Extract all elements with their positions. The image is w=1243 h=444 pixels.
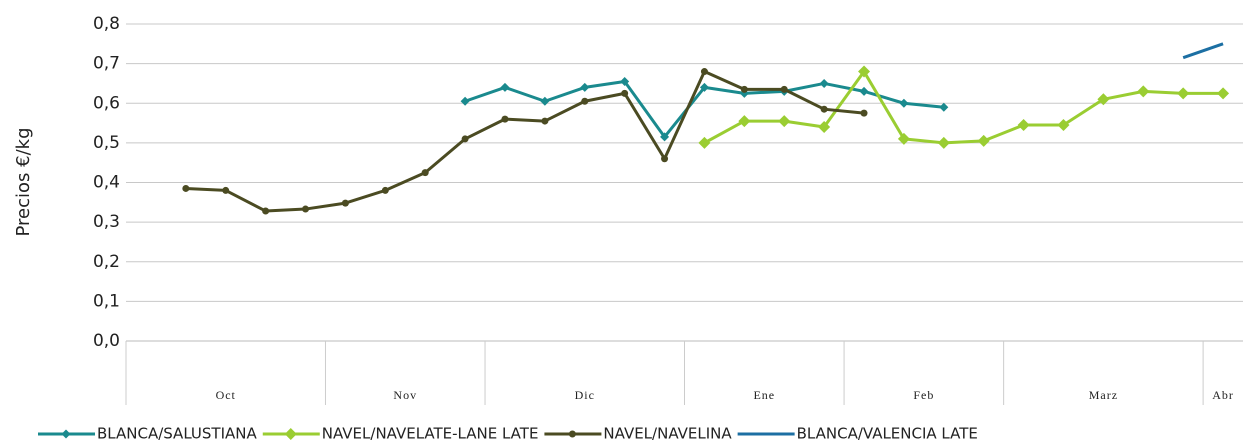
y-tick-label: 0,3	[93, 212, 120, 232]
legend-label: BLANCA/VALENCIA LATE	[797, 425, 978, 443]
series-line	[185, 70, 865, 213]
marker	[897, 132, 910, 145]
month-label: Nov	[393, 388, 417, 402]
marker	[460, 96, 470, 106]
marker	[859, 86, 869, 96]
month-label: Ene	[753, 388, 775, 402]
marker	[1137, 85, 1150, 98]
marker	[621, 89, 629, 97]
marker	[581, 97, 589, 105]
y-tick-label: 0,1	[93, 291, 120, 311]
legend-label: NAVEL/NAVELATE-LANE LATE	[322, 425, 539, 443]
y-tick-label: 0,8	[93, 14, 120, 34]
marker	[700, 68, 708, 76]
marker	[977, 134, 990, 147]
legend-marker	[61, 429, 71, 439]
marker	[1097, 93, 1110, 106]
series-line	[1182, 42, 1224, 60]
marker	[740, 85, 748, 93]
marker	[939, 102, 949, 112]
marker	[661, 155, 669, 163]
marker	[500, 82, 510, 92]
y-tick-label: 0,4	[93, 173, 120, 193]
marker	[1217, 87, 1230, 100]
marker	[820, 105, 828, 113]
marker	[461, 135, 469, 143]
y-tick-label: 0,7	[93, 54, 120, 74]
month-label: Oct	[216, 388, 236, 402]
y-axis-label: Precios €/kg	[13, 128, 34, 237]
marker	[698, 136, 711, 149]
y-tick-label: 0,5	[93, 133, 120, 153]
y-tick-label: 0,0	[93, 331, 120, 351]
marker	[778, 115, 791, 128]
y-tick-label: 0,6	[93, 93, 120, 113]
y-tick-label: 0,2	[93, 252, 120, 272]
legend-marker	[568, 430, 576, 438]
marker	[580, 82, 590, 92]
marker	[421, 169, 429, 177]
month-label: Abr	[1212, 388, 1234, 402]
marker	[620, 76, 630, 86]
legend-label: NAVEL/NAVELINA	[603, 425, 732, 443]
marker	[302, 205, 310, 213]
marker	[540, 96, 550, 106]
marker	[541, 117, 549, 125]
series-line	[703, 70, 1224, 145]
marker	[738, 115, 751, 128]
marker	[660, 132, 670, 142]
marker	[1177, 87, 1190, 100]
marker	[860, 109, 868, 117]
legend-label: BLANCA/SALUSTIANA	[97, 425, 258, 443]
month-label: Marz	[1089, 388, 1118, 402]
legend-marker	[284, 428, 297, 440]
marker	[858, 65, 871, 78]
marker	[1017, 119, 1030, 132]
marker	[1057, 119, 1070, 132]
month-label: Dic	[575, 388, 595, 402]
marker	[780, 85, 788, 93]
marker	[699, 82, 709, 92]
marker	[341, 199, 349, 207]
marker	[501, 115, 509, 123]
marker	[182, 184, 190, 192]
marker	[937, 136, 950, 149]
marker	[262, 207, 270, 215]
marker	[222, 186, 230, 194]
marker	[899, 98, 909, 108]
month-label: Feb	[913, 388, 934, 402]
marker	[818, 121, 831, 134]
marker	[381, 186, 389, 194]
marker	[819, 78, 829, 88]
